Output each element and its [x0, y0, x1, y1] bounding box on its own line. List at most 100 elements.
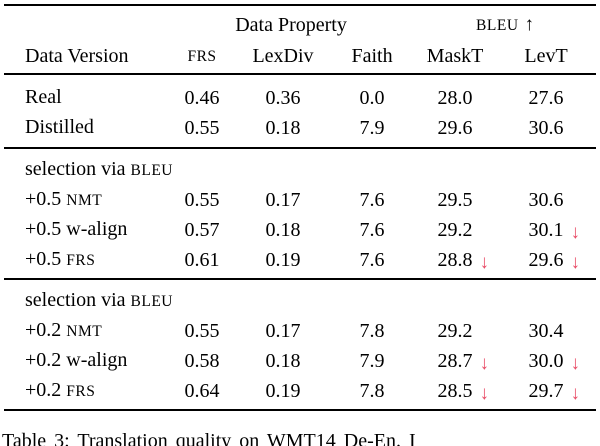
- cell-value: 30.1 ↓: [528, 216, 581, 245]
- group-header-bleu: BLEU ↑: [414, 5, 596, 40]
- cell-levt-number: 30.6: [528, 188, 564, 211]
- row-label-smallcaps: NMT: [66, 192, 103, 209]
- row-label-text: +0.5 w-align: [25, 218, 128, 240]
- cell-levt-number: 30.1: [528, 218, 564, 241]
- cell-lexdiv: 0.18: [265, 116, 301, 139]
- section-baselines: Real 0.46 0.36 0.0 28.0↓ 27.6↓ Distilled…: [4, 74, 597, 148]
- table-caption: Table 3: Translation quality on WMT14 De…: [2, 430, 416, 446]
- section-header-row: selection via BLEU: [4, 279, 596, 316]
- section-header: selection via BLEU: [4, 279, 596, 316]
- section-selection-05: selection via BLEU +0.5 NMT 0.55 0.17 7.…: [4, 148, 597, 279]
- cell-levt: 29.7 ↓: [496, 376, 596, 410]
- cell-maskt: 29.2↓: [414, 316, 496, 346]
- down-arrow-icon: ↓: [479, 251, 490, 273]
- cell-faith: 7.6: [359, 218, 385, 241]
- cell-maskt: 28.5 ↓: [414, 376, 496, 410]
- down-arrow-icon: ↓: [570, 251, 581, 273]
- row-label-text: +0.5: [25, 248, 67, 270]
- row-label-smallcaps: FRS: [66, 252, 96, 269]
- cell-maskt-number: 29.2: [437, 218, 473, 241]
- up-arrow-icon: ↑: [524, 14, 535, 35]
- cell-faith: 7.6: [359, 248, 385, 271]
- section-header-row: selection via BLEU: [4, 148, 596, 185]
- cell-value: 29.2↓: [438, 317, 473, 346]
- cell-maskt-number: 29.2: [437, 319, 473, 342]
- cell-maskt: 29.6↓: [414, 113, 496, 148]
- row-label-smallcaps: NMT: [66, 323, 103, 340]
- row-label-text: +0.2 w-align: [25, 349, 128, 371]
- cell-value: 29.7 ↓: [528, 377, 581, 406]
- cell-value: 29.2↓: [438, 216, 473, 245]
- group-header-data-property: Data Property: [235, 14, 347, 36]
- cell-value: 30.6↓: [529, 186, 564, 215]
- cell-levt: 29.6 ↓: [496, 245, 596, 279]
- cell-maskt: 29.2↓: [414, 215, 496, 245]
- cell-levt: 30.1 ↓: [496, 215, 596, 245]
- cell-frs: 0.64: [184, 379, 220, 402]
- table-row: +0.5 w-align 0.57 0.18 7.6 29.2↓ 30.1 ↓: [4, 215, 596, 245]
- cell-faith: 7.8: [359, 379, 385, 402]
- row-label-text: +0.2: [25, 319, 67, 341]
- row-label: +0.5 NMT: [4, 185, 168, 215]
- column-header-row: Data Version FRS LexDiv Faith MaskT LevT: [4, 40, 596, 74]
- cell-levt-number: 29.6: [528, 248, 564, 271]
- table-row: +0.2 NMT 0.55 0.17 7.8 29.2↓ 30.4↓: [4, 316, 596, 346]
- down-arrow-icon: ↓: [570, 221, 581, 243]
- cell-frs: 0.55: [184, 319, 220, 342]
- row-label: +0.2 FRS: [4, 376, 168, 410]
- row-label-text: +0.5: [25, 188, 67, 210]
- cell-maskt-number: 28.0: [437, 86, 473, 109]
- table-row: +0.2 FRS 0.64 0.19 7.8 28.5 ↓ 29.7 ↓: [4, 376, 596, 410]
- cell-frs: 0.55: [184, 188, 220, 211]
- cell-frs: 0.58: [184, 349, 220, 372]
- cell-value: 30.4↓: [529, 317, 564, 346]
- cell-frs: 0.57: [184, 218, 220, 241]
- row-label-text: +0.2: [25, 379, 67, 401]
- cell-value: 29.6↓: [438, 114, 473, 143]
- row-label: Distilled: [4, 113, 168, 148]
- section-header-smallcaps: BLEU: [130, 162, 173, 179]
- group-header-spacer: [4, 5, 168, 40]
- cell-maskt-number: 28.8: [437, 248, 473, 271]
- section-header-text: selection via: [25, 158, 131, 180]
- column-header-maskt: MaskT: [426, 45, 484, 67]
- section-header-smallcaps: BLEU: [130, 293, 173, 310]
- cell-lexdiv: 0.19: [265, 248, 301, 271]
- cell-levt: 30.6↓: [496, 113, 596, 148]
- table-row: Distilled 0.55 0.18 7.9 29.6↓ 30.6↓: [4, 113, 596, 148]
- cell-levt: 30.6↓: [496, 185, 596, 215]
- table-row: +0.5 FRS 0.61 0.19 7.6 28.8 ↓ 29.6 ↓: [4, 245, 596, 279]
- cell-frs: 0.61: [184, 248, 220, 271]
- row-label: +0.5 FRS: [4, 245, 168, 279]
- cell-faith: 7.8: [359, 319, 385, 342]
- cell-maskt: 28.0↓: [414, 74, 496, 113]
- cell-maskt: 29.5↓: [414, 185, 496, 215]
- down-arrow-icon: ↓: [479, 352, 490, 374]
- cell-levt-number: 30.4: [528, 319, 564, 342]
- table-row: +0.5 NMT 0.55 0.17 7.6 29.5↓ 30.6↓: [4, 185, 596, 215]
- cell-levt-number: 30.6: [528, 116, 564, 139]
- table-header: Data Property BLEU ↑ Data Version FRS Lex…: [4, 5, 596, 74]
- cell-levt: 27.6↓: [496, 74, 596, 113]
- row-label: +0.2 w-align: [4, 346, 168, 376]
- cell-levt-number: 29.7: [528, 379, 564, 402]
- row-label: +0.5 w-align: [4, 215, 168, 245]
- section-selection-02: selection via BLEU +0.2 NMT 0.55 0.17 7.…: [4, 279, 597, 410]
- column-header-lexdiv: LexDiv: [252, 45, 314, 67]
- cell-maskt-number: 28.5: [437, 379, 473, 402]
- cell-maskt: 28.8 ↓: [414, 245, 496, 279]
- group-header-row: Data Property BLEU ↑: [4, 5, 596, 40]
- cell-lexdiv: 0.17: [265, 188, 301, 211]
- row-label: Real: [4, 74, 168, 113]
- cell-maskt-number: 28.7: [437, 349, 473, 372]
- section-header: selection via BLEU: [4, 148, 596, 185]
- cell-lexdiv: 0.17: [265, 319, 301, 342]
- group-header-bleu-label: BLEU: [476, 17, 519, 34]
- row-label-smallcaps: FRS: [66, 383, 96, 400]
- cell-value: 28.5 ↓: [437, 377, 490, 406]
- cell-maskt-number: 29.6: [437, 116, 473, 139]
- cell-levt-number: 27.6: [528, 86, 564, 109]
- cell-value: 30.6↓: [529, 114, 564, 143]
- cell-value: 30.0 ↓: [529, 347, 581, 376]
